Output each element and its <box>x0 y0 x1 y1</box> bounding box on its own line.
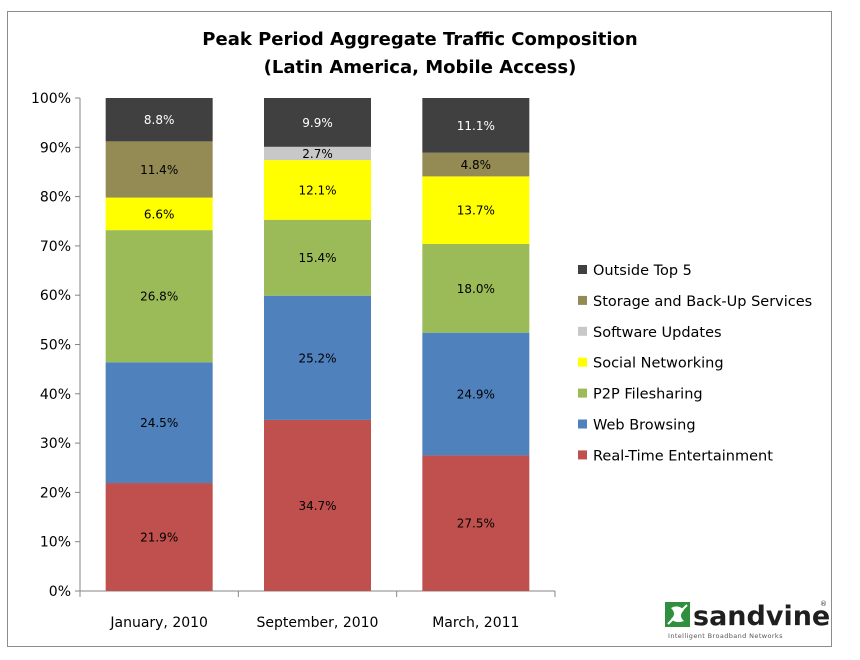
legend-label: Real-Time Entertainment <box>593 448 773 464</box>
data-label: 8.8% <box>144 113 175 127</box>
y-tick-label: 40% <box>40 387 71 403</box>
logo-registered-mark: ® <box>820 600 827 608</box>
data-label: 21.9% <box>140 531 178 545</box>
logo-wordmark: sandvine <box>693 601 830 632</box>
x-category-label: January, 2010 <box>109 615 208 631</box>
bar-segment <box>264 295 371 420</box>
bar-segment <box>264 146 371 161</box>
legend-swatch <box>578 326 587 336</box>
bar-segment <box>105 141 213 198</box>
bar-segment <box>105 98 213 142</box>
data-label: 11.4% <box>140 163 178 177</box>
bar-segment <box>264 419 371 591</box>
bar-segment <box>422 176 530 244</box>
y-tick-label: 50% <box>40 338 71 354</box>
legend-label: Social Networking <box>593 356 724 372</box>
data-label: 6.6% <box>144 207 175 221</box>
data-label: 24.9% <box>457 388 495 402</box>
bar-segment <box>105 483 213 591</box>
legend-item: P2P Filesharing <box>578 387 703 403</box>
legend-item: Outside Top 5 <box>578 263 692 279</box>
legend-label: Software Updates <box>593 325 722 341</box>
bar-segment <box>105 362 213 484</box>
legend-swatch <box>578 419 587 429</box>
legend: Outside Top 5 Storage and Back-Up Service… <box>578 263 812 464</box>
data-label: 18.0% <box>457 282 495 296</box>
legend-item: Software Updates <box>578 325 722 341</box>
legend-label: P2P Filesharing <box>593 387 703 403</box>
chart-title: Peak Period Aggregate Traffic Compositio… <box>202 29 637 50</box>
data-label: 13.7% <box>457 204 495 218</box>
logo-tagline: Intelligent Broadband Networks <box>668 632 783 640</box>
y-tick-label: 30% <box>40 436 71 452</box>
data-label: 15.4% <box>298 251 336 265</box>
legend-swatch <box>578 450 587 460</box>
plot-area: 0% 10% 20% 30% 40% 50% 60% 70% 80% 90% 100% 21.9% 24… <box>31 91 556 631</box>
legend-item: Web Browsing <box>578 418 696 434</box>
legend-item: Real-Time Entertainment <box>578 448 773 464</box>
data-label: 27.5% <box>457 517 495 531</box>
data-label: 24.5% <box>140 416 178 430</box>
y-tick-label: 100% <box>31 91 71 107</box>
data-label: 11.1% <box>457 119 495 133</box>
legend-swatch <box>578 388 587 398</box>
bar-segment <box>422 152 530 177</box>
data-label: 2.7% <box>302 147 333 161</box>
y-tick-label: 70% <box>40 239 71 255</box>
legend-label: Outside Top 5 <box>593 263 692 279</box>
data-label: 9.9% <box>302 116 333 130</box>
legend-item: Storage and Back-Up Services <box>578 294 812 310</box>
legend-item: Social Networking <box>578 356 724 372</box>
bar-segment <box>105 197 213 231</box>
x-category-label: March, 2011 <box>432 615 519 631</box>
bar-segment <box>105 230 213 363</box>
data-label: 25.2% <box>298 351 336 365</box>
y-tick-label: 80% <box>40 190 71 206</box>
bar-segment <box>422 332 530 456</box>
data-label: 26.8% <box>140 290 178 304</box>
chart-subtitle: (Latin America, Mobile Access) <box>264 57 577 78</box>
y-tick-label: 10% <box>40 535 71 551</box>
legend-label: Storage and Back-Up Services <box>593 294 812 310</box>
bar-segment <box>264 219 371 296</box>
bar-segment <box>422 98 530 153</box>
bar-segment <box>264 160 371 220</box>
bar-segment <box>422 455 530 591</box>
y-tick-label: 90% <box>40 140 71 156</box>
sandvine-logo-icon <box>665 602 690 627</box>
y-tick-label: 60% <box>40 288 71 304</box>
bar-segment <box>264 98 371 147</box>
legend-swatch <box>578 295 587 305</box>
bar-segment <box>422 243 530 333</box>
y-tick-label: 20% <box>40 485 71 501</box>
data-label: 34.7% <box>298 499 336 513</box>
legend-swatch <box>578 265 587 274</box>
y-tick-label: 0% <box>49 584 71 600</box>
x-category-label: September, 2010 <box>257 615 379 631</box>
sandvine-logo: sandvine ® Intelligent Broadband Network… <box>665 600 830 640</box>
legend-swatch <box>578 357 587 367</box>
data-label: 12.1% <box>298 183 336 197</box>
data-label: 4.8% <box>461 158 492 172</box>
legend-label: Web Browsing <box>593 418 696 434</box>
